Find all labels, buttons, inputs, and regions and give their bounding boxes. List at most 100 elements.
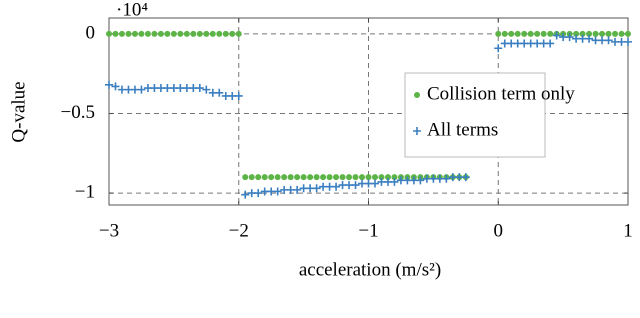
dot-marker <box>414 92 420 98</box>
dot-marker <box>106 30 112 37</box>
dot-marker <box>625 30 631 37</box>
dot-marker <box>384 174 391 181</box>
plus-marker <box>215 88 224 97</box>
dot-marker <box>527 30 534 37</box>
dot-marker <box>534 30 541 37</box>
plus-marker <box>105 80 113 89</box>
plus-marker <box>552 31 561 40</box>
dot-marker <box>229 30 236 37</box>
dot-marker <box>209 30 216 37</box>
dot-marker <box>144 30 151 37</box>
dot-marker <box>514 30 521 37</box>
plus-marker <box>546 39 555 48</box>
y-tick-label: −1 <box>75 181 95 202</box>
dot-marker <box>339 174 346 181</box>
dot-marker <box>352 174 359 181</box>
dot-marker <box>320 174 327 181</box>
plus-marker <box>461 173 470 182</box>
dot-marker <box>359 174 366 181</box>
dot-marker <box>378 174 385 181</box>
dot-marker <box>599 30 606 37</box>
dot-marker <box>495 30 502 37</box>
dot-marker <box>151 30 158 37</box>
dot-marker <box>125 30 132 37</box>
dot-marker <box>242 174 249 181</box>
dot-marker <box>300 174 307 181</box>
y-scale-label: ·10⁴ <box>116 0 148 20</box>
dot-marker <box>307 174 314 181</box>
dot-marker <box>618 30 625 37</box>
plus-marker <box>565 33 574 42</box>
dot-marker <box>222 30 229 37</box>
x-tick-label: −2 <box>229 220 249 241</box>
plus-marker <box>111 82 120 91</box>
dot-marker <box>255 174 262 181</box>
dot-marker <box>118 30 125 37</box>
dot-marker <box>281 174 288 181</box>
plus-marker <box>312 184 321 193</box>
dot-marker <box>268 174 275 181</box>
dot-marker <box>274 174 281 181</box>
dot-marker <box>333 174 340 181</box>
dot-marker <box>164 30 171 37</box>
dot-marker <box>521 30 528 37</box>
dot-marker <box>170 30 177 37</box>
dot-marker <box>501 30 508 37</box>
y-tick-label: 0 <box>86 22 96 43</box>
dot-marker <box>196 30 203 37</box>
dot-marker <box>313 174 320 181</box>
dot-marker <box>573 30 580 37</box>
plus-marker <box>241 190 250 199</box>
dot-marker <box>190 30 197 37</box>
y-axis-label: Q-value <box>8 81 29 142</box>
dot-marker <box>112 30 119 37</box>
legend-label: All terms <box>427 119 498 140</box>
dot-marker <box>586 30 593 37</box>
dot-marker <box>261 174 268 181</box>
dot-marker <box>235 30 242 37</box>
legend-box <box>404 72 546 158</box>
legend-label: Collision term only <box>427 83 575 104</box>
x-axis-label: acceleration (m/s²) <box>299 259 441 280</box>
plus-marker <box>273 187 282 196</box>
dot-marker <box>294 174 301 181</box>
plus-marker <box>293 185 302 194</box>
plus-marker <box>442 174 451 183</box>
dot-marker <box>540 30 547 37</box>
dot-marker <box>365 174 372 181</box>
x-tick-label: −3 <box>99 220 119 241</box>
plus-marker <box>137 85 146 94</box>
dot-marker <box>131 30 138 37</box>
plus-marker <box>624 37 632 46</box>
x-tick-label: 1 <box>623 220 633 241</box>
plus-marker <box>254 189 263 198</box>
dot-marker <box>612 30 619 37</box>
plus-marker <box>234 91 243 100</box>
dot-marker <box>371 174 378 181</box>
plus-marker <box>494 44 503 53</box>
dot-marker <box>177 30 184 37</box>
plus-marker <box>202 85 211 94</box>
dot-marker <box>216 30 223 37</box>
dot-marker <box>605 30 612 37</box>
dot-marker <box>547 30 554 37</box>
y-tick-label: −0.5 <box>61 102 95 123</box>
dot-marker <box>508 30 515 37</box>
plus-marker <box>351 181 360 190</box>
plus-marker <box>390 177 399 186</box>
dot-marker <box>287 174 294 181</box>
plus-marker <box>195 84 204 93</box>
x-tick-label: −1 <box>358 220 378 241</box>
dot-marker <box>183 30 190 37</box>
dot-marker <box>579 30 586 37</box>
plus-marker <box>370 179 379 188</box>
dot-marker <box>346 174 353 181</box>
plot-frame <box>108 17 629 206</box>
dot-marker <box>391 174 398 181</box>
dot-marker <box>592 30 599 37</box>
plus-marker <box>413 127 421 135</box>
plus-marker <box>585 34 594 43</box>
plus-marker <box>604 36 613 45</box>
